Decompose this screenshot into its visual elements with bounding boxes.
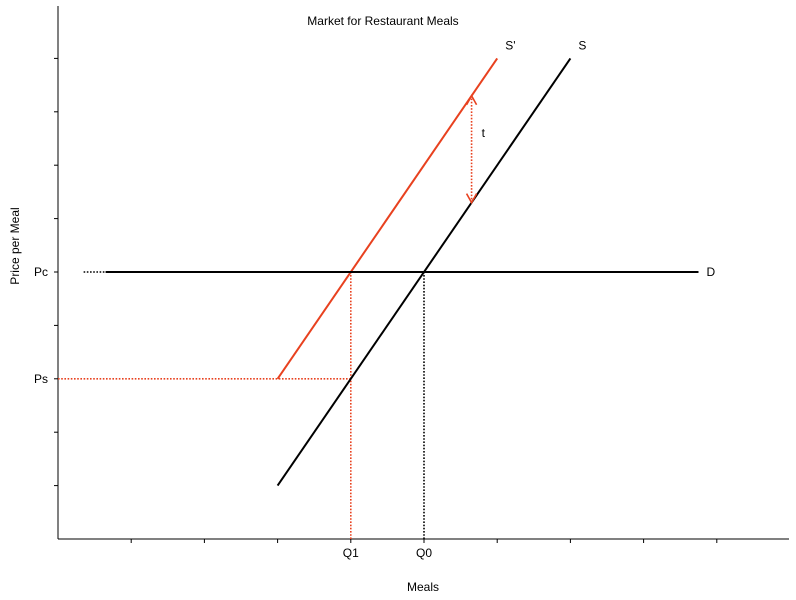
x-tick-label-q0: Q0 bbox=[416, 546, 432, 560]
series-label-s-prime: S' bbox=[505, 38, 515, 52]
series-line-s-prime bbox=[276, 57, 499, 380]
x-tick-label-q1: Q1 bbox=[343, 546, 359, 560]
annotation-label-t: t bbox=[482, 126, 486, 140]
series-label-d: D bbox=[707, 265, 716, 279]
y-tick-label-pc: Pc bbox=[34, 265, 48, 279]
x-axis-label: Meals bbox=[407, 580, 439, 594]
chart-title: Market for Restaurant Meals bbox=[307, 14, 458, 28]
y-axis-label: Price per Meal bbox=[8, 207, 22, 284]
y-tick-label-ps: Ps bbox=[34, 372, 48, 386]
annotation-arrowhead-top bbox=[465, 94, 478, 106]
series-label-s: S bbox=[578, 38, 586, 52]
plot-area: S S' D Q1 Q0 Pc Ps t bbox=[34, 6, 789, 560]
annotation-arrowhead-bottom bbox=[465, 193, 478, 205]
